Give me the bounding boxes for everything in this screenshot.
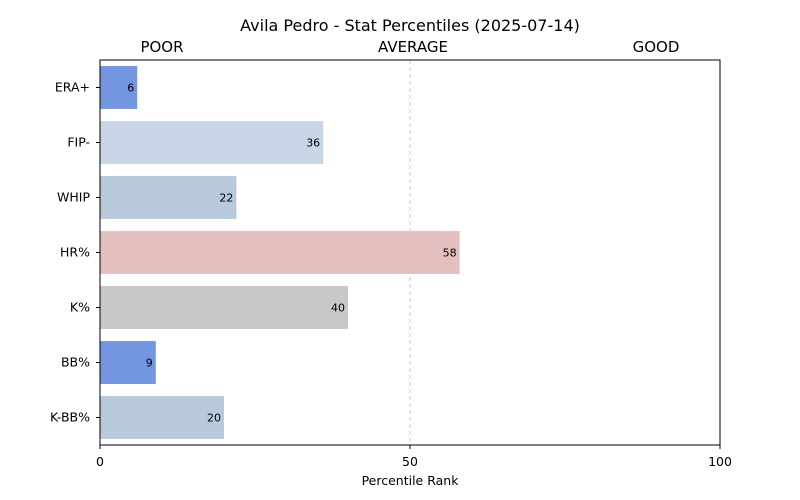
bar	[100, 341, 156, 384]
bar-value-label: 6	[127, 82, 134, 95]
bar	[100, 121, 324, 164]
x-axis-label: Percentile Rank	[362, 473, 460, 488]
bar	[100, 396, 224, 439]
y-tick-label: HR%	[60, 245, 90, 260]
y-tick-label: WHIP	[57, 190, 90, 205]
y-tick-label: ERA+	[55, 80, 90, 95]
y-tick-label: FIP-	[67, 135, 90, 150]
y-tick-label: K-BB%	[50, 410, 90, 425]
bar-value-label: 20	[207, 412, 221, 425]
x-tick-label: 50	[402, 454, 418, 469]
y-tick-label: K%	[70, 300, 90, 315]
bar-value-label: 36	[306, 137, 320, 150]
bar-value-label: 58	[443, 247, 457, 260]
bar-value-label: 22	[219, 192, 233, 205]
bar	[100, 286, 348, 329]
zone-label-good: GOOD	[633, 38, 680, 56]
chart-title: Avila Pedro - Stat Percentiles (2025-07-…	[240, 16, 580, 35]
bar	[100, 66, 138, 109]
x-tick-label: 0	[96, 454, 104, 469]
x-tick-label: 100	[708, 454, 732, 469]
zone-label-poor: POOR	[140, 38, 183, 56]
plot-frame	[99, 59, 721, 446]
bar	[100, 176, 237, 219]
bar-value-label: 40	[331, 302, 345, 315]
zone-label-average: AVERAGE	[378, 38, 448, 56]
plot-area: 6 ERA+ 36 FIP- 22 WHIP 58 HR% 40 K% 9 BB% 20 K-BB% 0 50…	[50, 59, 732, 469]
y-tick-label: BB%	[61, 355, 90, 370]
bar	[100, 231, 460, 274]
bar-value-label: 9	[146, 357, 153, 370]
